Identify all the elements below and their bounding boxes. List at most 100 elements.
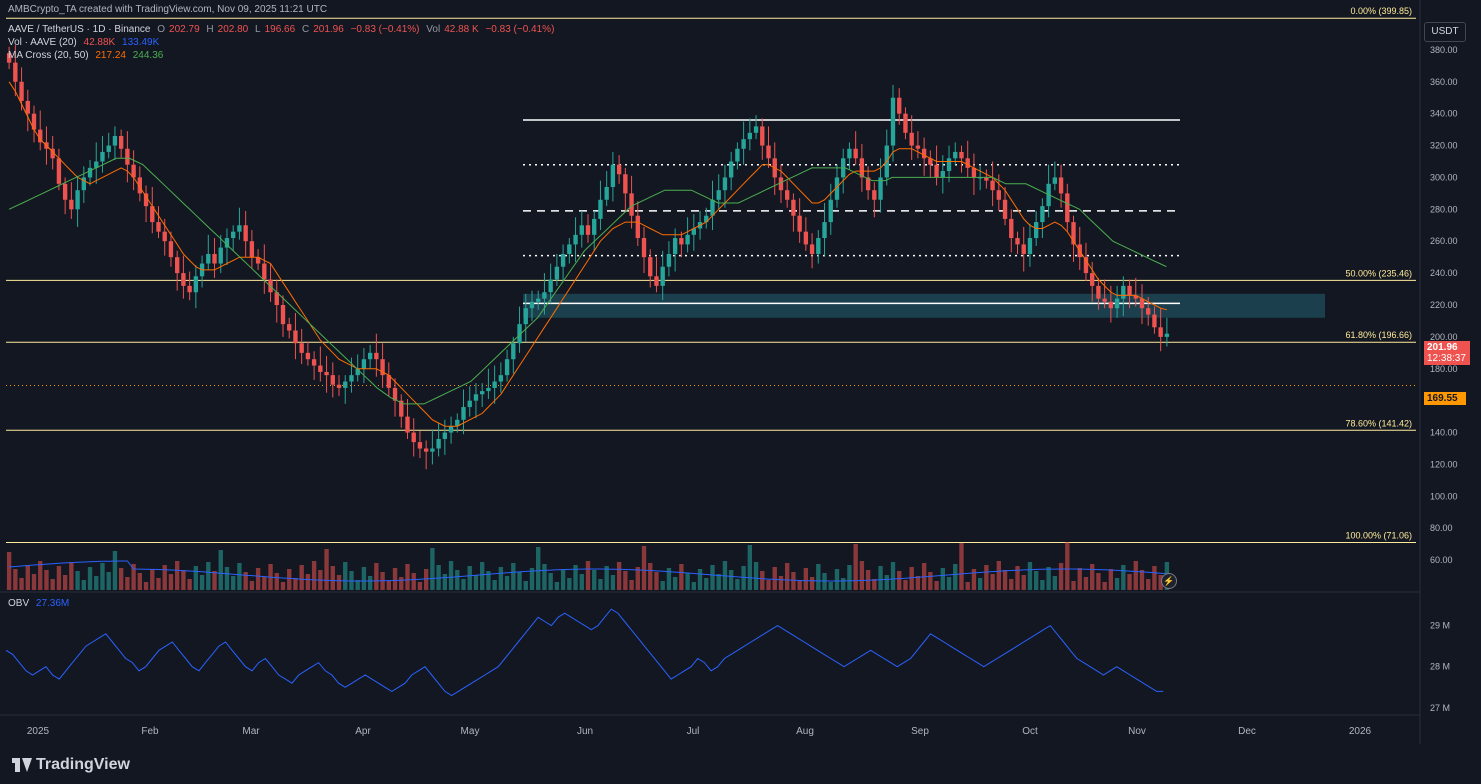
volume-bar [1127,574,1132,590]
volume-bar [1015,566,1020,590]
candle-body [834,177,840,200]
symbol-legend[interactable]: AAVE / TetherUS · 1D · Binance O 202.79 H… [8,24,558,35]
candle-body [392,387,398,401]
candle-body [1090,273,1095,286]
volume-bar [473,575,479,590]
ma20-line [8,81,1168,427]
candle-body [75,190,80,210]
tradingview-wordmark: TradingView [36,756,130,773]
vol-indicator-name[interactable]: Vol · AAVE (20) [8,37,77,48]
fib-label: 50.00% (235.46) [1345,268,1412,278]
volume-bar [423,569,429,590]
time-tick-label: 2026 [1349,726,1372,737]
volume-bar [361,567,367,590]
candle-body [187,285,192,293]
time-tick-label: Jul [687,726,700,737]
chart-caption: AMBCrypto_TA created with TradingView.co… [8,4,328,15]
volume-bar [909,567,914,590]
price-chart[interactable]: 0.00% (399.85) 50.00% (235.46) 61.80% (196… [0,0,1481,744]
volume-bar [772,567,777,590]
volume-bar [573,565,578,590]
volume-bar [13,569,18,590]
volume-indicator-legend[interactable]: Vol · AAVE (20) 42.88K 133.49K [8,37,163,48]
candle-body [679,238,684,245]
ma20-value: 217.24 [95,50,126,61]
time-tick-label: Jun [577,726,593,737]
candle-body [1021,244,1026,254]
candle-body [1114,298,1120,309]
candle-body [959,151,964,159]
price-tick-label: 200.00 [1430,332,1458,342]
candle-body [573,234,578,245]
volume-bar [174,561,180,590]
volume-bar [287,569,292,590]
candle-body [747,132,753,140]
volume-bar [959,543,964,590]
price-tick-label: 140.00 [1430,428,1458,438]
candle-body [704,215,709,223]
candle-body [448,426,454,433]
candle-body [560,253,566,267]
symbol-name[interactable]: AAVE / TetherUS · 1D · Binance [8,24,151,35]
volume-bar [1102,582,1107,590]
volume-bar [25,565,30,590]
candle-body [399,400,404,417]
price-tick-label: 240.00 [1430,268,1458,278]
volume-ma-line [9,560,1167,582]
volume-bar [156,578,161,590]
volume-bar [44,570,49,590]
vol-label: Vol [426,24,441,35]
candle-body [1152,314,1157,328]
volume-bar [623,571,628,590]
obv-name[interactable]: OBV [8,598,30,609]
candle-body [616,164,622,175]
candle-body [274,292,279,305]
tradingview-logo[interactable]: TradingView [12,756,130,774]
candle-body [921,148,927,159]
candle-body [492,381,497,388]
price-tick-label: 60.00 [1430,555,1453,565]
candle-body [212,253,217,264]
volume-bar [187,579,192,590]
ma50-line [8,157,1167,405]
volume-bar [56,566,62,590]
candle-body [778,177,784,191]
candle-body [361,359,367,369]
candle-body [598,199,603,219]
fib-label: 100.00% (71.06) [1345,530,1412,540]
candle-body [498,375,504,382]
volume-bar [529,568,535,590]
candle-body [1164,333,1170,337]
volume-bar [249,581,255,590]
candle-body [660,266,665,286]
candle-body [685,234,690,245]
obv-legend[interactable]: OBV 27.36M [8,598,73,609]
volume-bar [542,564,547,590]
candle-body [349,375,354,382]
candle-body [785,190,790,200]
candle-body [934,164,939,178]
volume-bar [467,566,472,590]
volume-bar [648,563,653,590]
ma-cross-name[interactable]: MA Cross (20, 50) [8,50,89,61]
candle-body [629,193,634,216]
open-value: 202.79 [169,24,200,35]
volume-bar [486,571,491,590]
volume-bar [118,568,124,590]
candle-body [168,241,174,258]
candle-body [890,97,896,146]
volume-bar [1033,571,1039,590]
high-label: H [206,24,214,35]
lightning-icon[interactable]: ⚡ [1161,573,1177,589]
volume-bar [685,573,690,590]
currency-unit[interactable]: USDT [1424,22,1466,42]
candle-body [56,158,62,184]
volume-bar [280,582,286,590]
ma-cross-legend[interactable]: MA Cross (20, 50) 217.24 244.36 [8,50,167,61]
price-tick-label: 380.00 [1430,45,1458,55]
volume-bar [760,571,765,590]
volume-bar [915,576,921,590]
vol-indicator-value: 42.88K [83,37,116,48]
volume-bar [1108,569,1114,590]
candle-body [1146,308,1151,315]
